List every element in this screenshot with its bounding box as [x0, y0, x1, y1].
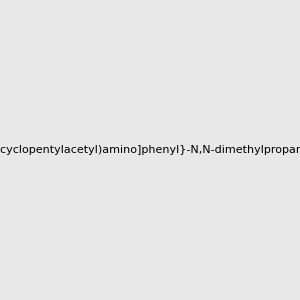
Text: 3-{3-[(cyclopentylacetyl)amino]phenyl}-N,N-dimethylpropanamide: 3-{3-[(cyclopentylacetyl)amino]phenyl}-N… — [0, 145, 300, 155]
